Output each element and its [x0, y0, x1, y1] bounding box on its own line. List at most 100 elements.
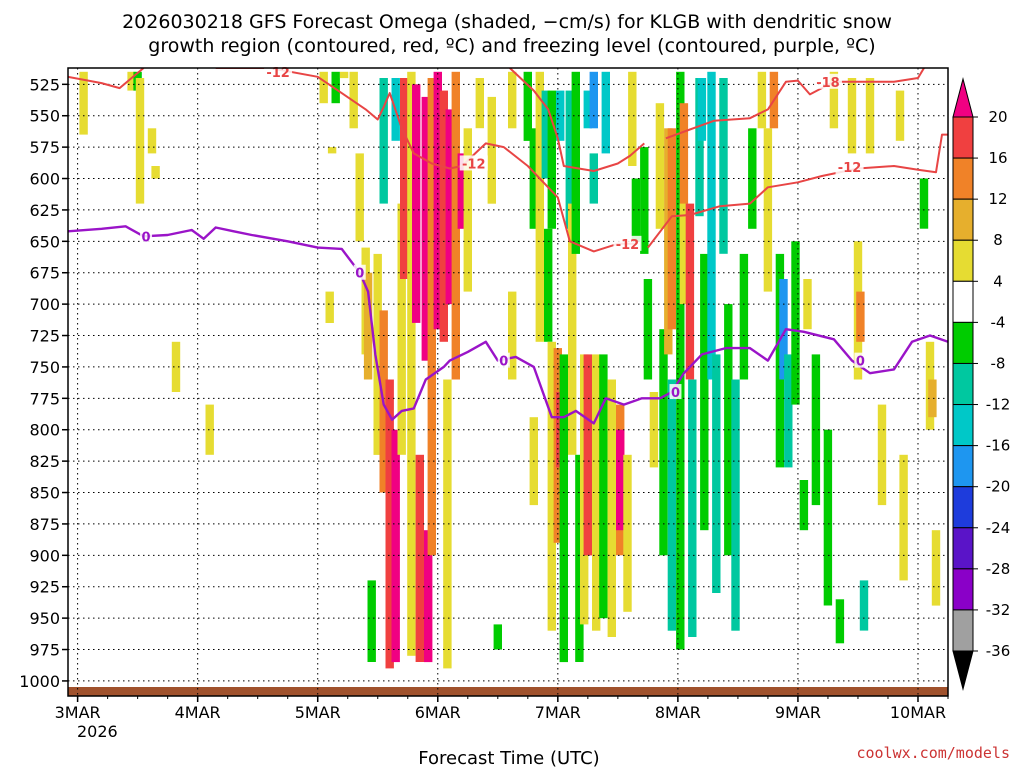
y-tick-label: 750	[29, 358, 60, 377]
omega-band	[592, 354, 601, 631]
contour-label-bg	[140, 228, 153, 244]
contour-label: 0	[355, 267, 364, 282]
omega-band	[397, 203, 406, 455]
contour-label: 0	[671, 386, 680, 401]
omega-band	[739, 253, 749, 380]
omega-band	[544, 228, 553, 342]
omega-band	[205, 404, 214, 455]
colorbar-swatch	[952, 198, 974, 241]
x-tick-label: 3MAR	[55, 703, 101, 722]
colorbar-top-arrow	[952, 77, 974, 118]
omega-band	[823, 429, 833, 606]
omega-band	[424, 530, 433, 663]
contour-label: 0	[142, 230, 151, 245]
contour-labels: -12 -12 -12 -18 -12 0 0 0 0 0	[140, 63, 867, 401]
colorbar-swatch	[952, 362, 974, 406]
y-tick-label: 800	[29, 421, 60, 440]
omega-band	[679, 103, 689, 229]
omega-band	[508, 291, 517, 380]
omega-band	[327, 147, 337, 154]
omega-band	[463, 128, 472, 292]
x-tick-label: 7MAR	[535, 703, 581, 722]
omega-band	[928, 379, 937, 418]
omega-band	[475, 78, 484, 129]
x-tick-label: 6MAR	[415, 703, 461, 722]
omega-band	[784, 354, 793, 468]
omega-band	[412, 84, 421, 323]
colorbar-label: 16	[988, 149, 1007, 167]
contour-label: -12	[266, 66, 290, 81]
dendritic-growth-contour	[647, 133, 948, 249]
omega-band	[757, 71, 767, 129]
dendritic-growth-contour	[509, 68, 645, 172]
omega-band	[583, 90, 592, 129]
y-tick-label: 550	[29, 107, 60, 126]
contour-label: -12	[616, 238, 640, 253]
colorbar-label: 12	[988, 190, 1007, 208]
dendritic-growth-contour	[215, 68, 463, 170]
omega-band	[547, 90, 556, 229]
colorbar-swatch	[952, 239, 974, 282]
omega-band	[700, 253, 709, 531]
omega-band	[135, 78, 145, 204]
colorbar-bottom-arrow	[952, 650, 974, 691]
omega-band	[829, 71, 839, 129]
y-tick-label: 525	[29, 75, 60, 94]
omega-band	[151, 166, 160, 179]
omega-band	[547, 341, 556, 631]
y-tick-label: 600	[29, 170, 60, 189]
y-tick-label: 700	[29, 295, 60, 314]
omega-band	[895, 90, 905, 141]
colorbar-swatch	[952, 486, 974, 529]
omega-band	[331, 71, 340, 104]
omega-band	[835, 599, 845, 644]
colorbar-label: 20	[988, 108, 1007, 126]
omega-band	[628, 71, 637, 166]
colorbar-label: -24	[986, 519, 1011, 537]
omega-band	[655, 103, 665, 229]
y-tick-label: 625	[29, 201, 60, 220]
terrain-fill	[68, 687, 948, 696]
colorbar-swatch	[952, 445, 974, 488]
y-tick-label: 900	[29, 546, 60, 565]
omega-band	[589, 71, 598, 129]
colorbar-swatch	[952, 116, 974, 159]
omega-band	[487, 96, 496, 204]
omega-band	[391, 429, 400, 663]
contour-label-bg	[613, 235, 642, 251]
colorbar-swatch	[952, 157, 974, 200]
omega-band	[763, 128, 773, 292]
omega-band	[631, 178, 641, 242]
x-tick-label: 4MAR	[175, 703, 221, 722]
y-tick-label: 775	[29, 389, 60, 408]
colorbar-swatch	[952, 527, 974, 570]
omega-band	[571, 71, 580, 254]
omega-band	[451, 71, 460, 380]
omega-band	[363, 272, 373, 380]
omega-band	[667, 128, 677, 330]
omega-band	[931, 530, 941, 606]
colorbar-label: -12	[986, 396, 1011, 414]
omega-band	[556, 90, 565, 141]
contour-label: 0	[856, 355, 865, 370]
contour-label: 0	[499, 355, 508, 370]
omega-band	[899, 454, 908, 581]
omega-band	[799, 480, 809, 531]
omega-band	[865, 78, 875, 154]
omega-band	[575, 454, 584, 662]
omega-band	[679, 203, 689, 305]
omega-band	[79, 71, 88, 135]
colorbar-label: -20	[986, 478, 1011, 496]
credit-text: coolwx.com/models	[856, 744, 1010, 762]
y-tick-label: 975	[29, 641, 60, 660]
omega-band	[568, 203, 577, 455]
omega-band	[171, 341, 181, 392]
omega-band	[339, 71, 349, 79]
x-tick-label: 9MAR	[775, 703, 821, 722]
omega-band	[367, 580, 376, 662]
omega-band	[445, 109, 454, 305]
colorbar-label: -36	[986, 642, 1011, 660]
omega-band	[803, 279, 812, 330]
omega-band	[676, 71, 685, 650]
